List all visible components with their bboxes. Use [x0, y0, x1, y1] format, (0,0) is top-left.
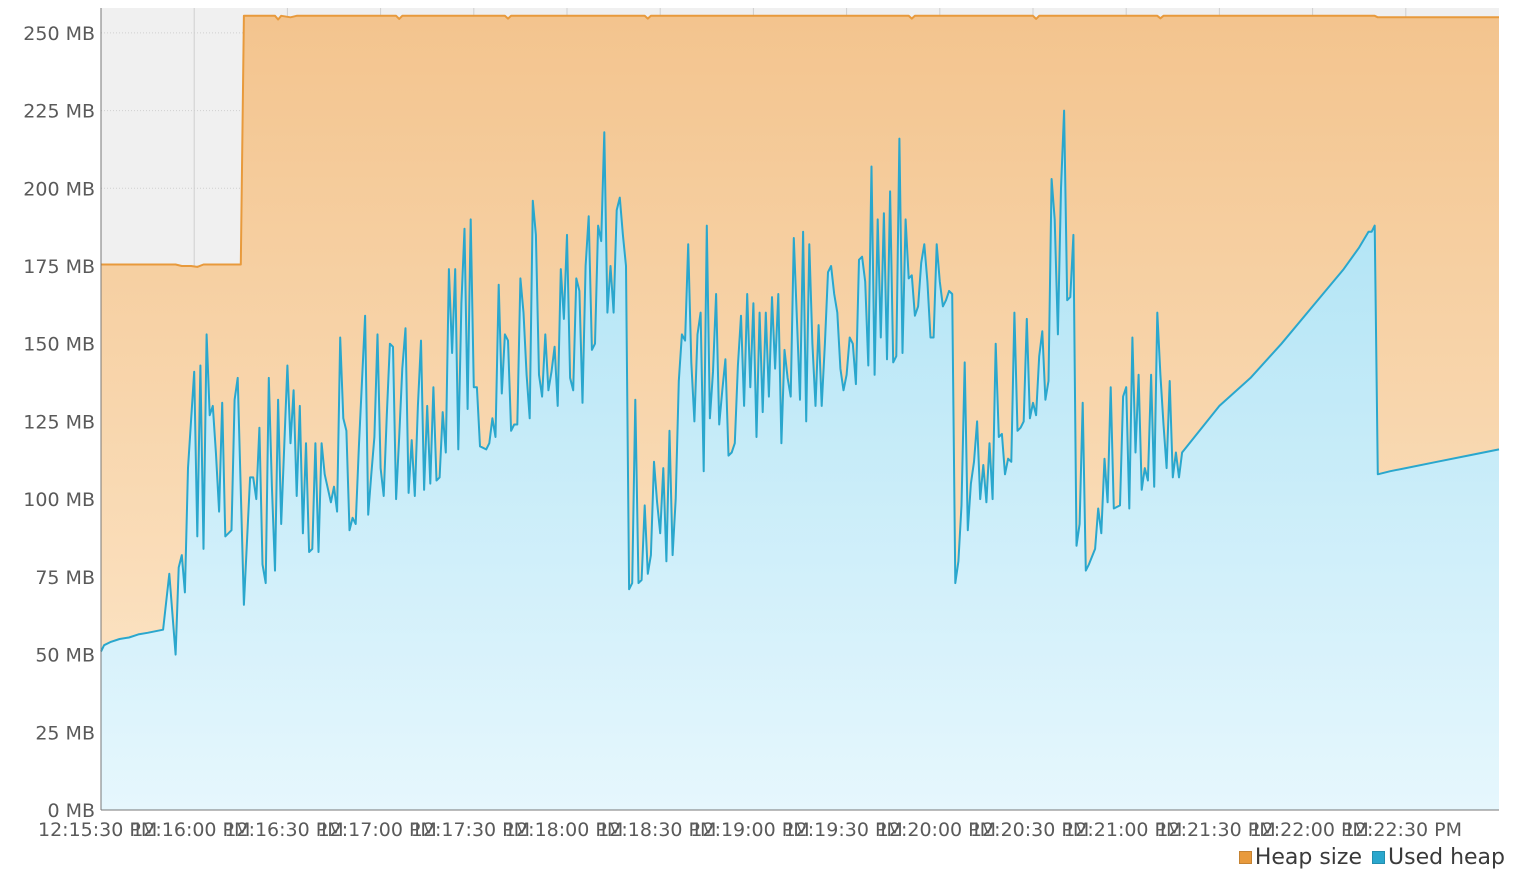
- x-tick-label-8: 12:19:30 PM: [784, 819, 903, 841]
- series-used-heap: [100, 109, 1500, 811]
- used-heap-swatch: [1372, 851, 1386, 864]
- x-tick-label-1: 12:16:00 PM: [131, 819, 250, 841]
- y-tick-label-8: 200 MB: [23, 178, 95, 200]
- y-tick-label-2: 50 MB: [35, 645, 95, 667]
- y-tick-label-6: 150 MB: [23, 334, 95, 356]
- x-tick-label-5: 12:18:00 PM: [504, 819, 623, 841]
- legend-item-used-heap[interactable]: Used heap: [1372, 845, 1505, 870]
- y-tick-label-5: 125 MB: [23, 411, 95, 433]
- x-tick-label-9: 12:20:00 PM: [877, 819, 996, 841]
- line-heap-size: [101, 14, 1499, 268]
- heap-size-swatch: [1238, 851, 1252, 864]
- y-tick-label-0: 0 MB: [47, 800, 95, 822]
- x-tick-label-13: 12:22:00 PM: [1250, 819, 1369, 841]
- y-tick-label-4: 100 MB: [23, 489, 95, 511]
- y-tick-label-7: 175 MB: [23, 256, 95, 278]
- y-tick-label-1: 25 MB: [35, 722, 95, 744]
- legend: Heap size Used heap: [1238, 845, 1505, 870]
- x-tick-label-7: 12:19:00 PM: [690, 819, 809, 841]
- legend-label-heap-size: Heap size: [1254, 845, 1363, 870]
- x-tick-label-10: 12:20:30 PM: [970, 819, 1089, 841]
- axes: [100, 8, 1499, 811]
- x-tick-label-11: 12:21:00 PM: [1063, 819, 1182, 841]
- x-tick-label-4: 12:17:30 PM: [411, 819, 530, 841]
- x-tick-label-2: 12:16:30 PM: [224, 819, 343, 841]
- x-tick-label-0: 12:15:30 PM: [38, 819, 157, 841]
- legend-item-heap-size[interactable]: Heap size: [1238, 845, 1363, 870]
- x-tick-label-12: 12:21:30 PM: [1156, 819, 1275, 841]
- y-tick-label-9: 225 MB: [23, 101, 95, 123]
- x-tick-label-14: 12:22:30 PM: [1343, 819, 1462, 841]
- y-axis-tick-labels: 0 MB 25 MB 50 MB 75 MB 100 MB 125 MB 150 MB 175…: [23, 23, 95, 822]
- area-used-heap: [101, 110, 1499, 811]
- y-tick-label-10: 250 MB: [23, 23, 95, 45]
- line-used-heap: [100, 109, 1500, 656]
- x-tick-label-3: 12:17:00 PM: [318, 819, 437, 841]
- y-tick-label-3: 75 MB: [35, 567, 95, 589]
- x-tick-label-6: 12:18:30 PM: [597, 819, 716, 841]
- legend-label-used-heap: Used heap: [1388, 845, 1505, 870]
